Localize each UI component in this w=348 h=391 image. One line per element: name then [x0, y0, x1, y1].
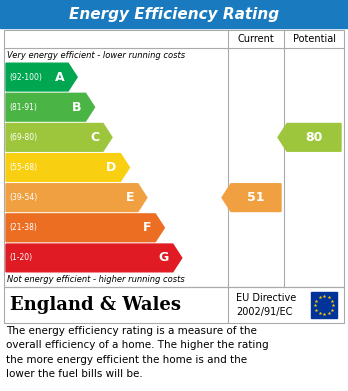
Text: The energy efficiency rating is a measure of the
overall efficiency of a home. T: The energy efficiency rating is a measur…: [6, 326, 269, 379]
Text: 80: 80: [305, 131, 323, 144]
Bar: [4, 287, 344, 323]
Text: B: B: [72, 101, 81, 114]
Text: England & Wales: England & Wales: [10, 296, 181, 314]
Text: (55-68): (55-68): [9, 163, 37, 172]
Text: D: D: [106, 161, 117, 174]
Text: 51: 51: [247, 191, 265, 204]
Text: (92-100): (92-100): [9, 73, 42, 82]
Text: Current: Current: [238, 34, 274, 44]
Polygon shape: [278, 124, 341, 151]
Text: Energy Efficiency Rating: Energy Efficiency Rating: [69, 7, 279, 22]
Bar: [0, 0, 348, 28]
Polygon shape: [6, 124, 112, 151]
Text: Potential: Potential: [293, 34, 335, 44]
Text: Not energy efficient - higher running costs: Not energy efficient - higher running co…: [7, 276, 185, 285]
Text: C: C: [90, 131, 99, 144]
Text: (1-20): (1-20): [9, 253, 32, 262]
Text: F: F: [143, 221, 151, 234]
Text: (39-54): (39-54): [9, 193, 37, 202]
Text: E: E: [125, 191, 134, 204]
Text: (21-38): (21-38): [9, 223, 37, 232]
Polygon shape: [6, 214, 164, 242]
Polygon shape: [222, 184, 281, 212]
Polygon shape: [6, 63, 77, 91]
Text: EU Directive
2002/91/EC: EU Directive 2002/91/EC: [236, 293, 296, 317]
Polygon shape: [6, 184, 147, 212]
Text: G: G: [159, 251, 169, 264]
Text: (69-80): (69-80): [9, 133, 37, 142]
Text: (81-91): (81-91): [9, 103, 37, 112]
Bar: [311, 292, 337, 318]
Polygon shape: [6, 244, 182, 272]
Polygon shape: [6, 93, 95, 121]
Text: A: A: [55, 70, 64, 84]
Bar: [4, 30, 344, 287]
Text: Very energy efficient - lower running costs: Very energy efficient - lower running co…: [7, 50, 185, 59]
Polygon shape: [6, 154, 129, 181]
